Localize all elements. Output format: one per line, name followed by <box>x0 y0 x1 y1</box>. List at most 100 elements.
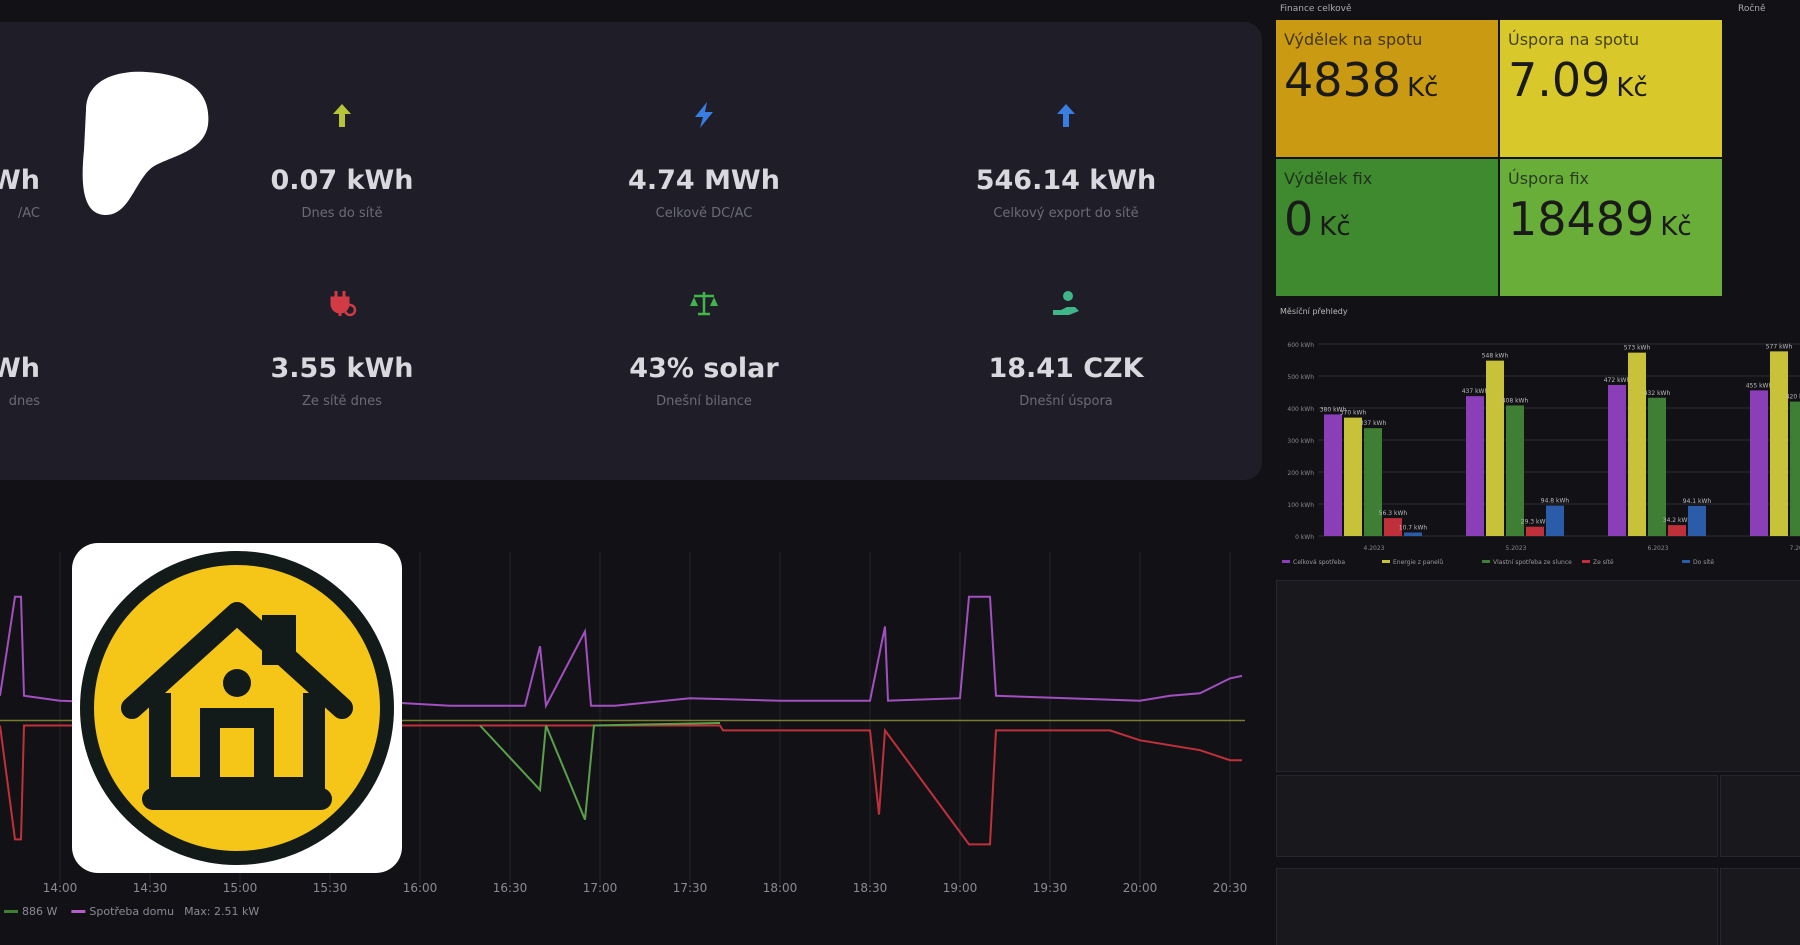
x-tick-label: 14:30 <box>133 881 168 895</box>
legend-label: Spotřeba domu <box>89 905 174 918</box>
panel <box>1720 775 1800 857</box>
value-label: 94.8 kWh <box>1541 498 1570 505</box>
legend-swatch <box>1682 560 1690 563</box>
stat-label: dnes <box>8 394 40 409</box>
value-label: 420 kWh <box>1786 394 1800 401</box>
finance-value: 0 <box>1284 192 1314 246</box>
finance-label: Úspora na spotu <box>1508 30 1640 49</box>
bar <box>1364 428 1382 536</box>
x-tick-label: 5.2023 <box>1506 545 1527 552</box>
bar <box>1486 360 1504 536</box>
finance-value: 7.09 <box>1508 53 1611 107</box>
panel <box>1276 580 1800 772</box>
x-tick-label: 4.2023 <box>1364 545 1385 552</box>
stat-tile: Wh /AC <box>0 165 40 221</box>
legend-label: Ze sítě <box>1593 559 1614 566</box>
x-tick-label: 19:00 <box>943 881 978 895</box>
legend-swatch <box>1582 560 1590 563</box>
bar <box>1384 518 1402 536</box>
bar <box>1648 397 1666 536</box>
logo <box>82 71 209 215</box>
bar <box>1324 414 1342 536</box>
stat-value: 3.55 kWh <box>270 353 414 384</box>
x-tick-label: 6.2023 <box>1648 545 1669 552</box>
value-label: 380 kWh <box>1320 406 1347 413</box>
legend-swatch <box>1282 560 1290 563</box>
y-tick-label: 600 kWh <box>1287 342 1314 349</box>
legend-label: Celková spotřeba <box>1293 559 1345 566</box>
bar <box>1668 525 1686 536</box>
finance-label: Úspora fix <box>1508 169 1590 188</box>
x-tick-label: 20:00 <box>1123 881 1158 895</box>
legend-swatch <box>4 910 18 913</box>
finance-unit: Kč <box>1319 212 1351 242</box>
stat-tile: 546.14 kWh Celkový export do sítě <box>886 165 1246 221</box>
stat-label: Dnes do sítě <box>301 206 383 221</box>
y-tick-label: 100 kWh <box>1287 502 1314 509</box>
x-tick-label: 17:00 <box>583 881 618 895</box>
x-tick-label: 15:00 <box>223 881 258 895</box>
value-label: 548 kWh <box>1482 353 1509 360</box>
legend-label: Vlastní spotřeba ze slunce <box>1493 559 1572 566</box>
bar <box>1344 417 1362 536</box>
bar <box>1688 505 1706 536</box>
stat-tile: 18.41 CZK Dnešní úspora <box>886 353 1246 409</box>
value-label: 94.1 kWh <box>1683 498 1712 505</box>
line <box>0 724 1242 846</box>
finance-unit: Kč <box>1407 73 1439 103</box>
finance-unit: Kč <box>1660 212 1692 242</box>
finance-label: Výdělek fix <box>1284 169 1373 188</box>
app-icon <box>72 543 402 873</box>
y-tick-label: 400 kWh <box>1287 406 1314 413</box>
value-label: 577 kWh <box>1766 343 1793 350</box>
x-tick-label: 18:00 <box>763 881 798 895</box>
scales-icon <box>690 292 718 316</box>
panel <box>1276 868 1718 945</box>
value-label: 56.3 kWh <box>1379 510 1408 517</box>
finance-label: Výdělek na spotu <box>1284 30 1423 49</box>
legend-label: 886 W <box>22 905 57 918</box>
value-label: 573 kWh <box>1624 345 1651 352</box>
x-tick-label: 19:30 <box>1033 881 1068 895</box>
finance-tile: Úspora na spotu 7.09 Kč <box>1500 20 1722 157</box>
stat-label: Celkový export do sítě <box>993 206 1139 221</box>
panel <box>1720 868 1800 945</box>
value-label: 10.7 kWh <box>1399 524 1428 531</box>
value-label: 34.2 kWh <box>1663 517 1692 524</box>
value-label: 337 kWh <box>1360 420 1387 427</box>
value-label: 437 kWh <box>1462 388 1489 395</box>
stat-tile: 0.07 kWh Dnes do sítě <box>162 165 522 221</box>
bolt-icon <box>695 102 713 128</box>
finance-tile: Výdělek na spotu 4838 Kč <box>1276 20 1498 157</box>
stat-value: 4.74 MWh <box>628 165 780 196</box>
x-tick-label: 16:00 <box>403 881 438 895</box>
line <box>479 722 721 820</box>
legend-label: Energie z panelů <box>1393 559 1443 566</box>
finance-value: 4838 <box>1284 53 1402 107</box>
bar <box>1404 532 1422 536</box>
stat-value: Wh <box>0 165 40 196</box>
value-label: 370 kWh <box>1340 410 1367 417</box>
stat-value: 43% solar <box>629 353 779 384</box>
bar <box>1770 351 1788 536</box>
legend-label: Do sítě <box>1693 559 1714 566</box>
plug-icon <box>330 291 357 317</box>
finance-tile: Úspora fix 18489 Kč <box>1500 159 1722 296</box>
value-label: 455 kWh <box>1746 382 1773 389</box>
stat-value: Wh <box>0 353 40 384</box>
bar <box>1506 405 1524 536</box>
finance-tile: Výdělek fix 0 Kč <box>1276 159 1498 296</box>
finance-row: 18489 Kč <box>1508 192 1714 246</box>
stat-label: Celkově DC/AC <box>655 206 753 221</box>
x-tick-label: 20:30 <box>1213 881 1248 895</box>
stat-label: Dnešní úspora <box>1019 394 1113 409</box>
value-label: 408 kWh <box>1502 397 1529 404</box>
bar <box>1628 352 1646 536</box>
x-tick-label: 17:30 <box>673 881 708 895</box>
panel-title: Finance celkově <box>1280 4 1352 14</box>
stat-tile: 3.55 kWh Ze sítě dnes <box>162 353 522 409</box>
panel-title: Ročně <box>1738 4 1766 14</box>
